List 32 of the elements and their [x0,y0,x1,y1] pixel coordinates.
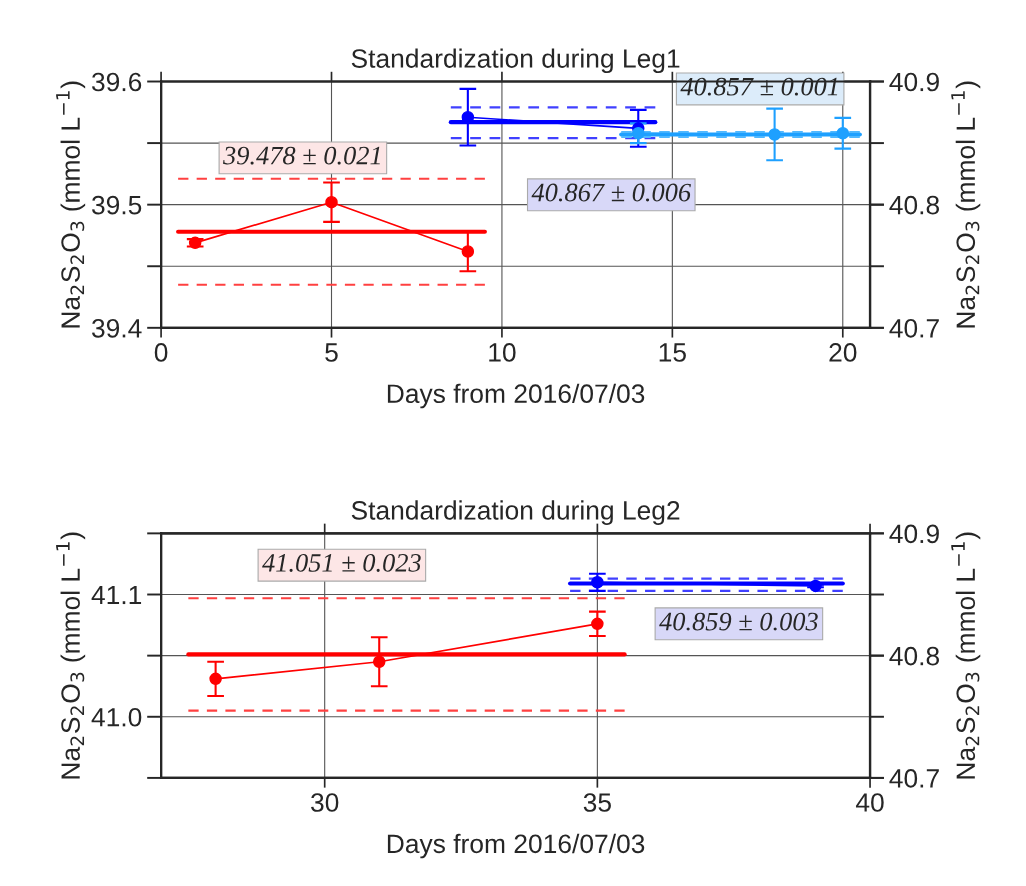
y2-tick-label: 40.8 [889,195,940,215]
text: Na$_{2}$S$_{2}$O$_{3}$ (mmol L$^{−1}$) [56,81,86,328]
x-tick-label: 40 [855,793,884,812]
y2-tick-label: 40.9 [889,72,939,92]
annotation: 40.857 ± 0.001 [680,77,838,96]
y-tick-label: 41.0 [91,707,142,727]
y-tick-label: 39.5 [91,195,142,215]
text: Na$_{2}$S$_{2}$O$_{3}$ (mmol L$^{−1}$) [56,532,86,779]
annotation: 41.051 ± 0.023 [262,553,421,572]
annotation: 40.867 ± 0.006 [531,183,691,202]
y-tick-label: 39.6 [91,72,142,92]
x-tick-label: 5 [325,343,338,362]
chart-title: Standardization during Leg2 [351,500,680,525]
x-tick-label: 30 [311,793,339,812]
y-tick-label: 39.4 [91,318,142,338]
annotation: 40.859 ± 0.003 [659,612,818,631]
y2-tick-label: 40.7 [889,318,939,338]
y2-tick-label: 40.8 [889,646,940,666]
chart-title: Standardization during Leg1 [351,48,680,74]
x-tick-label: 0 [154,343,168,362]
x-tick-label: 20 [829,343,857,362]
y2-tick-label: 40.7 [889,769,939,788]
text: Na$_{2}$S$_{2}$O$_{3}$ (mmol L$^{−1}$) [951,532,981,779]
x-axis-title: Days from 2016/07/03 [387,833,645,859]
x-tick-label: 35 [583,793,611,812]
x-tick-label: 10 [489,343,516,362]
y-tick-label: 41.1 [91,585,142,605]
x-axis-title: Days from 2016/07/03 [387,383,645,409]
annotation: 39.478 ± 0.021 [223,146,380,165]
text: Na$_{2}$S$_{2}$O$_{3}$ (mmol L$^{−1}$) [951,81,981,328]
y2-tick-label: 40.9 [889,524,939,544]
x-tick-label: 15 [659,343,686,362]
